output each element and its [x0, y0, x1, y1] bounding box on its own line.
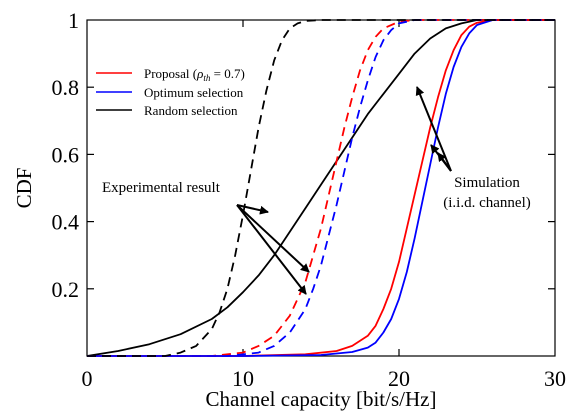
legend-label-optimum: Optimum selection	[144, 85, 244, 100]
x-tick-label: 0	[82, 366, 93, 391]
y-axis-label: CDF	[12, 168, 36, 209]
series-line-simulation-proposal	[87, 19, 555, 357]
series-line-simulation-optimum	[87, 19, 555, 357]
arrow-exp-optimum	[236, 204, 307, 295]
annotations: Experimental result Simulation (i.i.d. c…	[102, 86, 531, 295]
y-tick-label: 1	[68, 8, 79, 33]
arrow-sim-optimum	[437, 152, 452, 172]
y-tick-label: 0.6	[52, 142, 80, 167]
legend-proposal-sub: th	[203, 73, 211, 83]
x-tick-label: 10	[232, 366, 254, 391]
y-tick-label: 0.2	[52, 277, 80, 302]
series-line-experimental-proposal	[87, 19, 555, 357]
y-tick-label: 0.4	[52, 210, 80, 235]
axis-ticks: 0 10 20 30 0.2 0.4 0.6 0.8 1	[52, 8, 567, 391]
arrow-exp-proposal	[236, 204, 310, 273]
series-line-experimental-random	[87, 19, 555, 357]
series-line-simulation-random	[86, 19, 555, 357]
annotation-simulation-line2: (i.i.d. channel)	[443, 195, 530, 211]
legend-proposal-tail: = 0.7)	[210, 66, 244, 81]
legend-proposal-main: Proposal (	[144, 66, 197, 81]
x-tick-label: 20	[388, 366, 410, 391]
legend-label-proposal: Proposal (ρth = 0.7)	[144, 66, 245, 83]
annotation-experimental: Experimental result	[102, 180, 221, 196]
x-axis-label: Channel capacity [bit/s/Hz]	[206, 387, 437, 411]
series-group	[86, 19, 555, 357]
arrow-sim-random	[415, 86, 452, 172]
legend-proposal-rho: ρ	[196, 66, 203, 81]
plot-frame	[86, 19, 556, 357]
annotation-simulation-line1: Simulation	[454, 175, 520, 191]
legend: Proposal (ρth = 0.7) Optimum selection R…	[96, 66, 245, 118]
y-tick-label: 0.8	[52, 75, 80, 100]
legend-label-random: Random selection	[144, 103, 238, 118]
arrow-exp-random	[236, 204, 269, 215]
series-line-experimental-optimum	[87, 19, 555, 357]
x-tick-label: 30	[544, 366, 566, 391]
